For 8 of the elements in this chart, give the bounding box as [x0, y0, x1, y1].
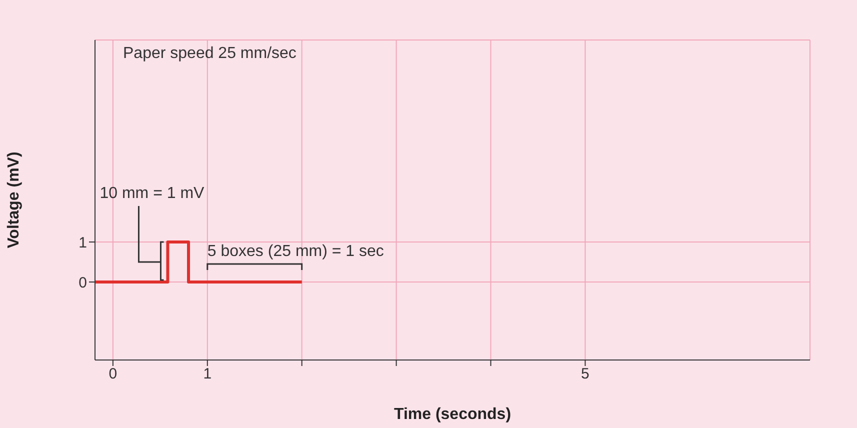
- x-tick-label: 5: [581, 366, 590, 383]
- annotation: Paper speed 25 mm/sec: [123, 45, 296, 62]
- annotation: 5 boxes (25 mm) = 1 sec: [207, 243, 384, 260]
- annotation: 10 mm = 1 mV: [100, 185, 205, 202]
- x-tick-label: 1: [203, 366, 212, 383]
- x-tick-label: 0: [108, 366, 118, 383]
- x-axis-title: Time (seconds): [394, 406, 512, 423]
- y-axis-title: Voltage (mV): [6, 152, 23, 248]
